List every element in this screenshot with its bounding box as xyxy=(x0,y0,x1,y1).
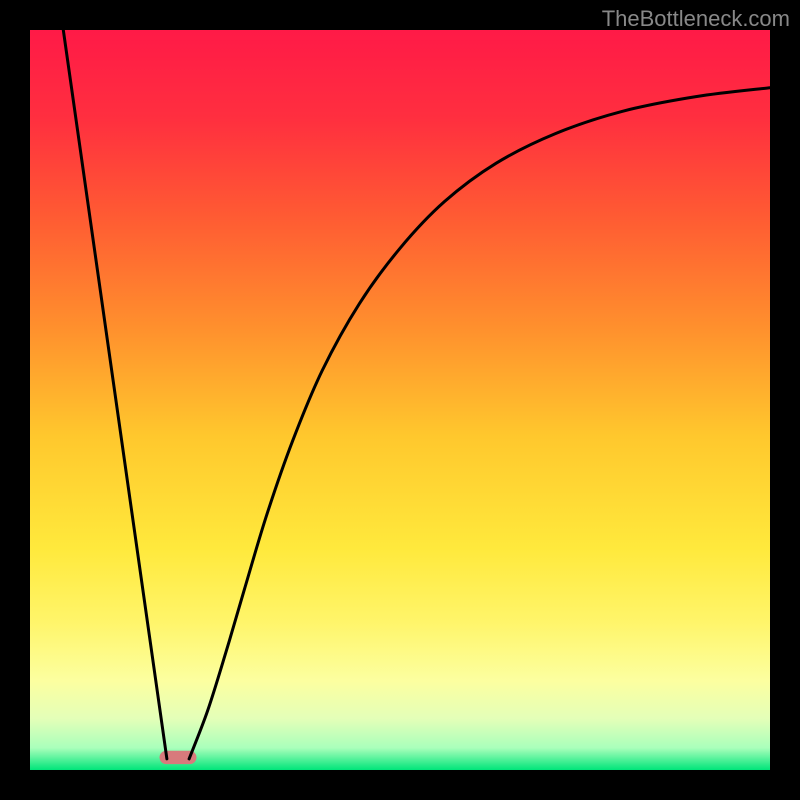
bottleneck-curve-chart xyxy=(0,0,800,800)
chart-container: TheBottleneck.com xyxy=(0,0,800,800)
chart-background xyxy=(30,30,770,770)
watermark-text: TheBottleneck.com xyxy=(602,6,790,32)
